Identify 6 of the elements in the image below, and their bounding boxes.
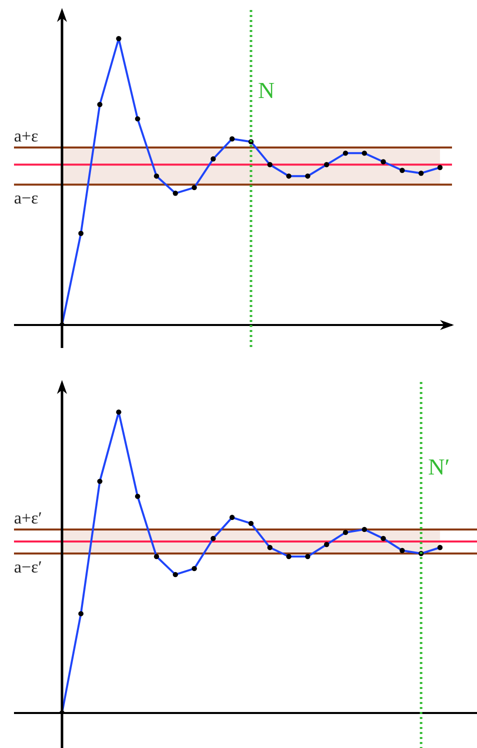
ref-line-label: a−ε′ <box>14 558 42 577</box>
ref-line-label: a+ε′ <box>14 508 42 528</box>
annotation: N <box>258 78 275 104</box>
ref-line-label: a+ε <box>14 126 38 146</box>
annotation: N′ <box>428 454 450 480</box>
ref-line-label: a−ε <box>14 188 38 208</box>
